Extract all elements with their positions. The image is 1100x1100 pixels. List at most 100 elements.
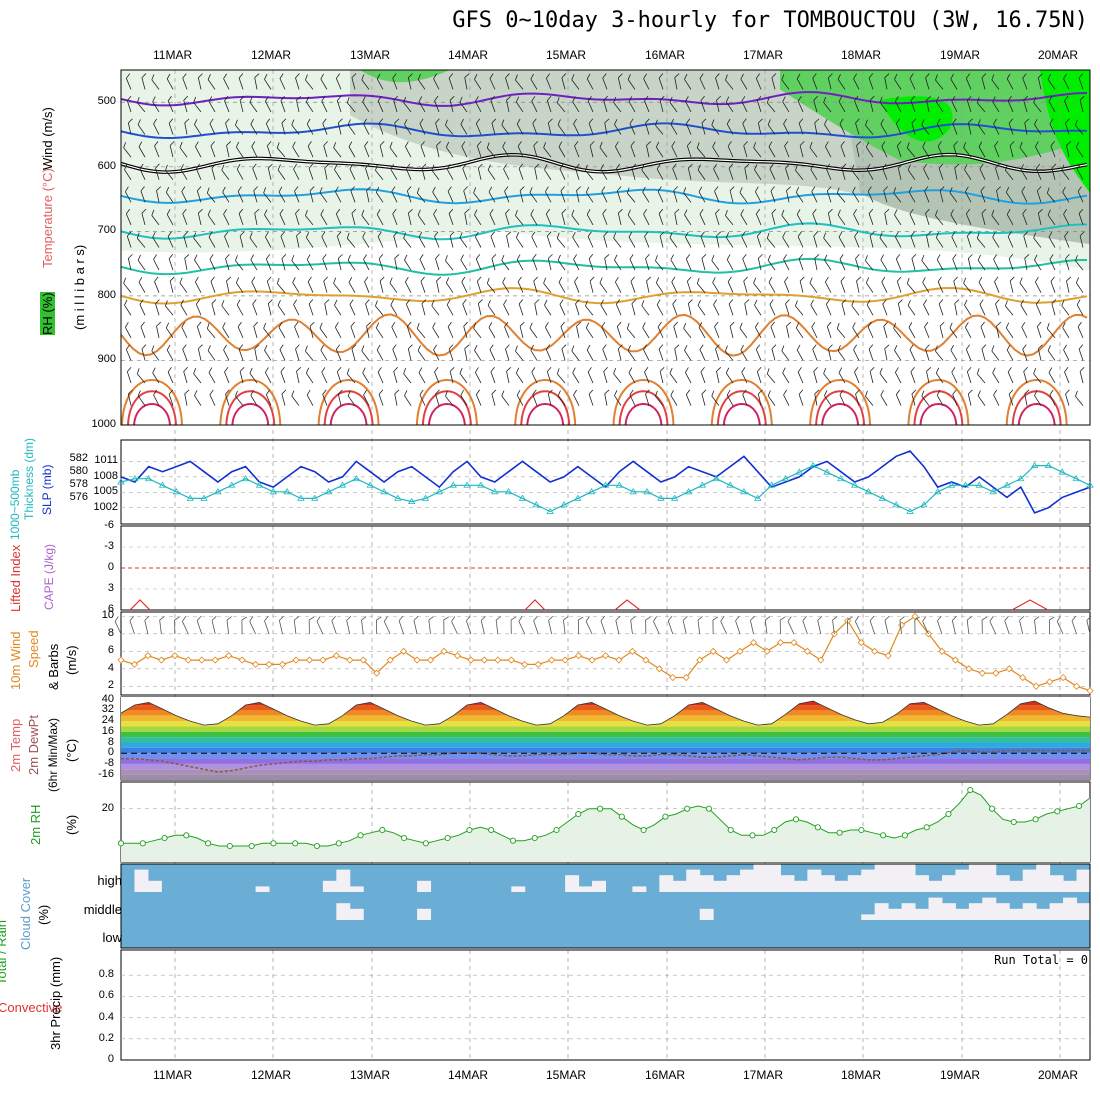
wind-barb <box>291 254 300 271</box>
wind-barb <box>925 73 930 90</box>
thickness-point <box>338 481 347 488</box>
wind-barb <box>323 141 328 158</box>
wind-barb <box>194 390 202 406</box>
wind-barb <box>153 118 160 135</box>
wind-barb <box>543 277 552 293</box>
wind-barb <box>699 208 706 226</box>
wind-barb <box>613 96 622 113</box>
cloud-bar-high <box>1076 869 1091 892</box>
wind-barb <box>992 96 1000 113</box>
wind-barb <box>126 366 132 384</box>
wind-barb <box>587 231 594 248</box>
wind-barb <box>865 390 874 406</box>
wind-barb <box>447 321 454 339</box>
top-date-label: 20MAR <box>1038 48 1079 62</box>
wind-barb <box>1007 231 1014 248</box>
wind-barb <box>573 389 580 406</box>
wind-barb <box>322 389 328 406</box>
cloud-bar-high <box>1022 869 1037 892</box>
wind-barb <box>281 118 287 135</box>
wind-barb <box>672 163 678 180</box>
wind-barb <box>418 367 426 384</box>
wind-barb <box>799 276 805 293</box>
wind10m-barb <box>480 616 486 635</box>
wind-barb <box>1065 254 1070 271</box>
wind-barb <box>827 208 833 225</box>
cloud-bar-high <box>255 886 270 892</box>
wind-barb <box>868 73 874 90</box>
wind-barb <box>1050 276 1056 293</box>
wind-barb <box>1048 231 1056 248</box>
wind-barb <box>909 73 916 90</box>
wind-barb <box>235 119 244 135</box>
wind-barb <box>276 277 286 293</box>
wind-barb <box>419 254 426 271</box>
wind-barb <box>949 322 958 339</box>
wind-barb <box>154 141 160 158</box>
temp-color-band <box>121 742 1090 748</box>
bottom-date-label: 18MAR <box>841 1068 882 1082</box>
temp-color-band <box>121 715 1090 722</box>
wind-barb <box>996 186 1002 203</box>
thickness-point <box>449 481 457 488</box>
wind-barb <box>725 232 734 248</box>
wind-barb <box>376 209 384 226</box>
wind-barb <box>265 367 272 384</box>
wind-barb <box>742 254 748 271</box>
wind-barb <box>449 231 455 248</box>
temp2m-label-1: 2m Temp <box>8 718 23 772</box>
wind-barb <box>617 344 623 361</box>
wind-barb <box>963 142 972 158</box>
wind-barb <box>225 254 230 271</box>
wind-barb <box>674 208 680 225</box>
wind-barb <box>281 389 287 406</box>
thickness-point <box>864 488 873 495</box>
wind10m-barb <box>510 616 517 635</box>
wind-barb <box>346 232 356 248</box>
cloud-bar-high <box>834 880 849 892</box>
cloud-bar-high <box>888 864 903 892</box>
wind-barb <box>238 208 244 226</box>
thickness-point <box>878 494 887 501</box>
wind-barb <box>697 299 706 316</box>
wind-barb <box>1008 254 1014 271</box>
wind-barb <box>156 321 162 338</box>
wind-barb <box>156 186 162 203</box>
wind-barb <box>853 209 860 226</box>
lifted-index-label: Lifted Index <box>8 544 23 612</box>
wind-barb <box>893 322 902 339</box>
wind-barb <box>363 254 370 271</box>
wind-barb <box>976 97 986 113</box>
rh2m-point <box>379 826 386 834</box>
wind-barb <box>897 299 903 316</box>
wind-barb <box>211 163 217 180</box>
wind-barb <box>416 187 426 203</box>
bottom-date-label: 12MAR <box>251 1068 292 1082</box>
wind-barb <box>206 187 216 203</box>
thickness-point <box>269 488 277 495</box>
wind-barb <box>346 97 356 113</box>
wind-barb <box>362 96 370 113</box>
wind-barb <box>195 276 202 293</box>
wind-barb <box>418 231 426 248</box>
wind-barb <box>436 276 442 293</box>
wind-barb <box>249 232 258 248</box>
wind-barb <box>1037 208 1043 225</box>
wind-barb <box>923 299 930 316</box>
surface-warm-contour <box>520 390 571 426</box>
wind-barb <box>1078 73 1084 90</box>
cloud-bar-high <box>968 864 983 892</box>
wind-barb <box>631 299 637 316</box>
wind-barb <box>628 367 636 384</box>
wind-barb <box>1076 163 1084 180</box>
temp-color-band <box>121 737 1090 743</box>
wind-barb <box>1064 95 1070 113</box>
wind-barb <box>320 73 328 90</box>
wind-barb <box>376 73 384 90</box>
wind-barb <box>561 73 567 90</box>
wind-barb <box>165 164 174 180</box>
surface-warm-contour <box>317 379 380 426</box>
wind-barb <box>938 163 944 180</box>
wind-barb <box>741 367 748 384</box>
wind-barb <box>952 118 958 135</box>
